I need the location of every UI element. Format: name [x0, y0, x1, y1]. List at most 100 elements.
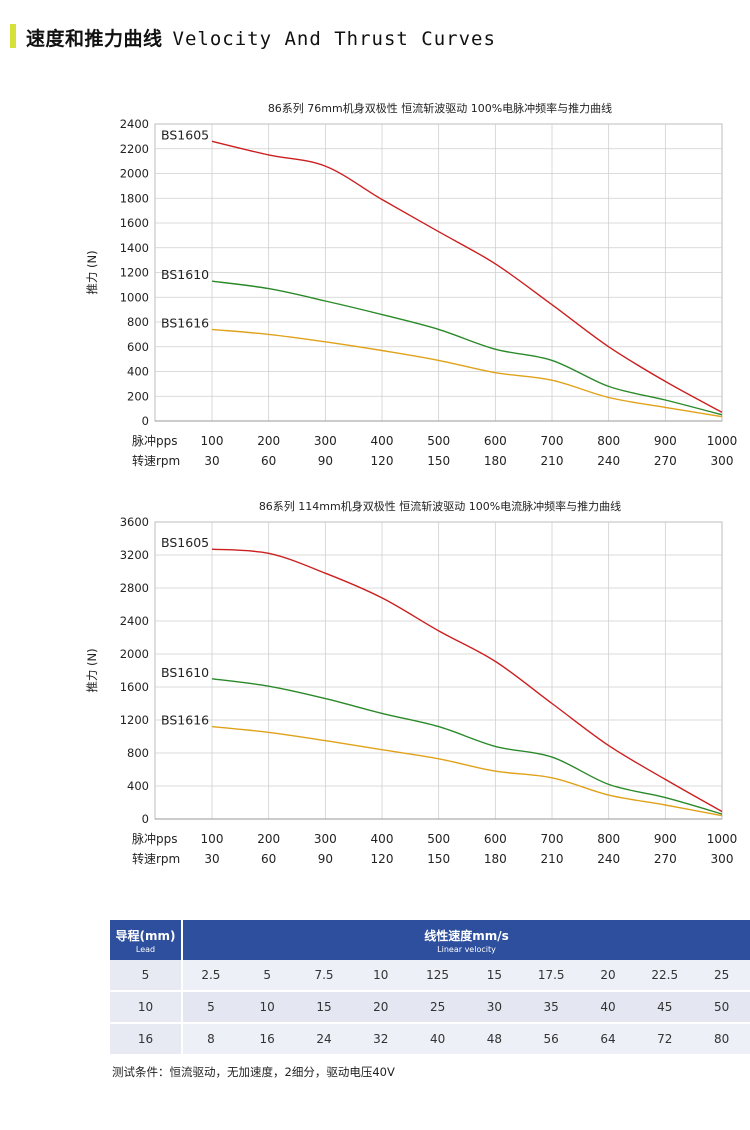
section-title-en: Velocity And Thrust Curves: [172, 28, 496, 50]
velocity-cell: 64: [579, 1023, 637, 1056]
y-tick-label: 1400: [120, 241, 149, 255]
x-tick-label: 1000: [707, 832, 738, 846]
y-tick-label: 1800: [120, 191, 149, 205]
velocity-cell: 22.5: [636, 960, 694, 992]
lead-header: 导程(mm) Lead: [110, 920, 183, 960]
x-tick-label: 800: [597, 434, 620, 448]
x2-tick-label: 60: [261, 852, 276, 866]
series-line-bs1610: [211, 280, 723, 416]
y-tick-label: 400: [127, 779, 149, 793]
x2-tick-label: 270: [654, 454, 677, 468]
table-row: 5 2.5 5 7.5 10 125 15 17.5 20 22.5 25: [110, 960, 750, 992]
y-tick-label: 800: [127, 746, 149, 760]
velocity-cell: 25: [693, 960, 750, 992]
x2-tick-label: 240: [597, 852, 620, 866]
x-tick-label: 200: [257, 832, 280, 846]
velocity-cell: 72: [636, 1023, 694, 1056]
velocity-table: 导程(mm) Lead 线性速度mm/s Linear velocity 5 2.5 5…: [110, 920, 750, 1056]
y-tick-label: 600: [127, 340, 149, 354]
series-label-bs1616: BS1616: [161, 315, 209, 330]
series-label-bs1610: BS1610: [161, 267, 209, 282]
x2-tick-label: 150: [427, 454, 450, 468]
series-line-bs1616: [211, 725, 723, 817]
x-row1-label: 脉冲pps: [132, 433, 178, 448]
velocity-cell: 48: [465, 1023, 523, 1056]
x-tick-label: 800: [597, 832, 620, 846]
x2-tick-label: 30: [204, 852, 219, 866]
x2-tick-label: 30: [204, 454, 219, 468]
x-tick-label: 300: [314, 832, 337, 846]
velocity-cell: 16: [238, 1023, 296, 1056]
x2-tick-label: 300: [711, 454, 734, 468]
x2-tick-label: 300: [711, 852, 734, 866]
chart-svg: 86系列 76mm机身双极性 恒流斩波驱动 100%电脉冲频率与推力曲线 0 200…: [85, 101, 737, 468]
x-tick-label: 100: [201, 434, 224, 448]
thrust-chart-76mm: 86系列 76mm机身双极性 恒流斩波驱动 100%电脉冲频率与推力曲线 0 200…: [0, 90, 750, 480]
x2-tick-label: 210: [541, 454, 564, 468]
velocity-cell: 20: [352, 991, 410, 1024]
velocity-cell: 25: [409, 991, 466, 1024]
x2-tick-label: 90: [318, 852, 333, 866]
y-tick-label: 400: [127, 365, 149, 379]
velocity-cell: 5: [182, 991, 239, 1024]
velocity-cell: 8: [182, 1023, 239, 1056]
velocity-cell: 5: [238, 960, 296, 992]
y-tick-label: 1000: [120, 290, 149, 304]
thrust-chart-114mm: 86系列 114mm机身双极性 恒流斩波驱动 100%电流脉冲频率与推力曲线 0 4…: [0, 490, 750, 875]
x-tick-label: 900: [654, 832, 677, 846]
y-tick-label: 0: [142, 812, 149, 826]
velocity-cell: 35: [522, 991, 580, 1024]
x-row2-label: 转速rpm: [132, 453, 180, 468]
lead-cell: 10: [110, 991, 183, 1024]
y-tick-label: 800: [127, 315, 149, 329]
x-tick-label: 400: [371, 434, 394, 448]
velocity-cell: 40: [409, 1023, 466, 1056]
velocity-cell: 32: [352, 1023, 410, 1056]
y-axis-label: 推力 (N): [85, 250, 99, 294]
velocity-cell: 7.5: [295, 960, 353, 992]
x2-tick-label: 120: [371, 454, 394, 468]
velocity-header: 线性速度mm/s Linear velocity: [182, 920, 750, 960]
x-tick-label: 500: [427, 832, 450, 846]
x2-tick-label: 210: [541, 852, 564, 866]
y-tick-label: 3200: [120, 548, 149, 562]
velocity-cell: 125: [409, 960, 466, 992]
series-line-bs1605: [211, 140, 723, 413]
x-row1-label: 脉冲pps: [132, 831, 178, 846]
velocity-cell: 24: [295, 1023, 353, 1056]
y-tick-label: 3600: [120, 515, 149, 529]
velocity-cell: 17.5: [522, 960, 580, 992]
series-label-bs1610: BS1610: [161, 665, 209, 680]
x2-tick-label: 240: [597, 454, 620, 468]
x2-tick-label: 180: [484, 852, 507, 866]
x-tick-label: 300: [314, 434, 337, 448]
y-tick-label: 2800: [120, 581, 149, 595]
velocity-cell: 2.5: [182, 960, 239, 992]
velocity-cell: 80: [693, 1023, 750, 1056]
y-tick-label: 0: [142, 414, 149, 428]
velocity-cell: 15: [465, 960, 523, 992]
velocity-cell: 20: [579, 960, 637, 992]
velocity-cell: 15: [295, 991, 353, 1024]
velocity-cell: 50: [693, 991, 750, 1024]
y-axis-label: 推力 (N): [85, 648, 99, 692]
velocity-cell: 30: [465, 991, 523, 1024]
x2-tick-label: 60: [261, 454, 276, 468]
velocity-cell: 56: [522, 1023, 580, 1056]
y-tick-label: 1200: [120, 266, 149, 280]
y-tick-label: 1600: [120, 216, 149, 230]
x-tick-label: 700: [541, 832, 564, 846]
y-tick-label: 1200: [120, 713, 149, 727]
x-tick-label: 100: [201, 832, 224, 846]
series-label-bs1605: BS1605: [161, 127, 209, 142]
section-header: 速度和推力曲线 Velocity And Thrust Curves: [0, 20, 750, 50]
x-tick-label: 600: [484, 434, 507, 448]
velocity-cell: 40: [579, 991, 637, 1024]
x2-tick-label: 150: [427, 852, 450, 866]
test-conditions-note: 测试条件：恒流驱动，无加速度，2细分，驱动电压40V: [112, 1065, 395, 1079]
y-tick-label: 2400: [120, 614, 149, 628]
y-tick-label: 2000: [120, 167, 149, 181]
x2-tick-label: 120: [371, 852, 394, 866]
y-tick-label: 1600: [120, 680, 149, 694]
y-tick-label: 2200: [120, 142, 149, 156]
